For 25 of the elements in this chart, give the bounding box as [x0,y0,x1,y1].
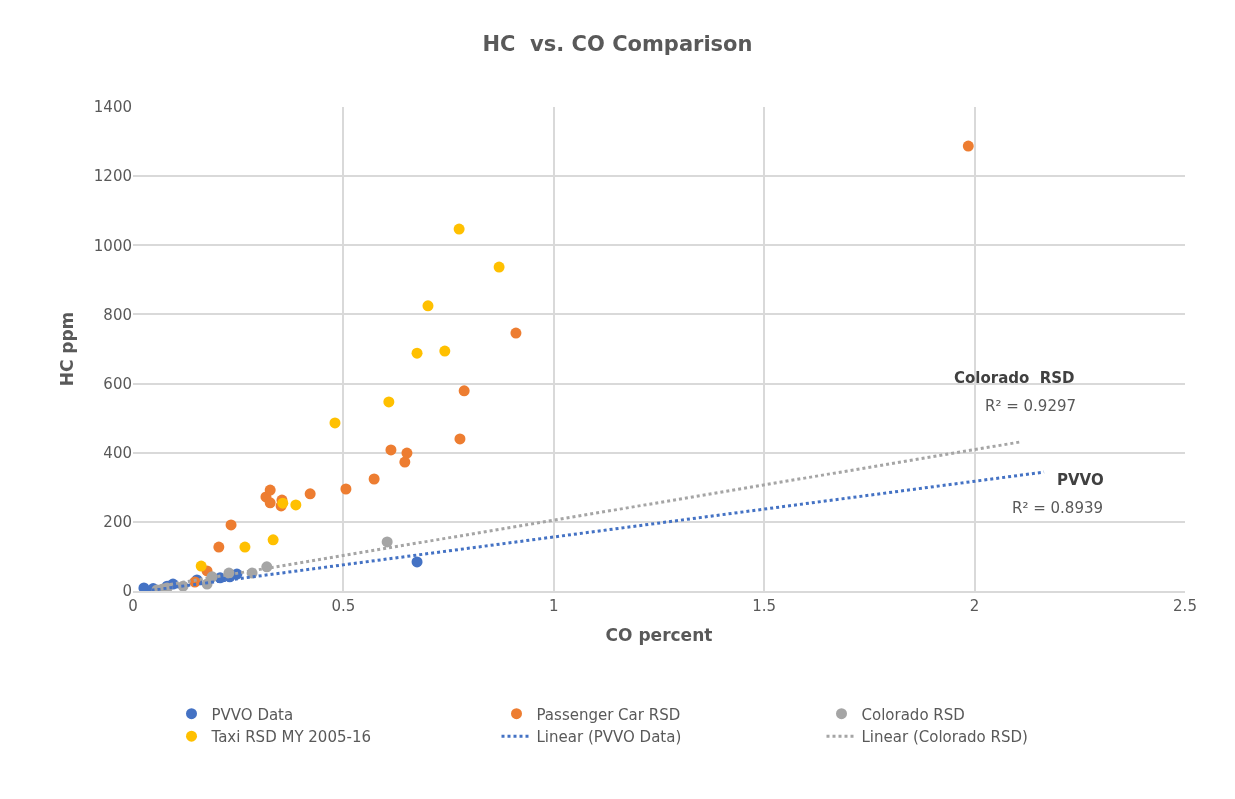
chart-title: HC vs. CO Comparison [482,31,753,56]
legend-label: Taxi RSD MY 2005-16 [210,728,371,747]
legend-label: Passenger Car RSD [536,705,681,724]
annotation: Colorado RSD [954,369,1075,387]
legend-label: PVVO Data [211,705,294,724]
annotation: PVVO [1057,471,1104,489]
y-tick-label: 1400 [93,98,132,117]
legend-label: Linear (Colorado RSD) [861,728,1028,747]
x-tick-label: 1 [549,596,559,615]
x-tick-label: 2 [969,596,980,615]
annotation: R² = 0.8939 [1012,499,1104,517]
y-tick-label: 400 [103,443,132,462]
y-tick-label: 200 [103,513,132,532]
x-axis-title: CO percent [605,624,713,645]
y-tick-label: 1200 [93,167,132,186]
legend-label: Colorado RSD [861,705,965,724]
x-tick-label: 2.5 [1173,596,1197,615]
y-tick-label: 800 [103,305,132,324]
x-tick-label: 1.5 [752,596,777,615]
y-axis-title: HC ppm [57,311,78,387]
legend-label: Linear (PVVO Data) [536,728,682,747]
annotation: R² = 0.9297 [985,397,1077,415]
y-tick-label: 600 [103,374,132,393]
y-tick-label: 1000 [93,236,132,255]
x-tick-label: 0.5 [331,596,356,615]
